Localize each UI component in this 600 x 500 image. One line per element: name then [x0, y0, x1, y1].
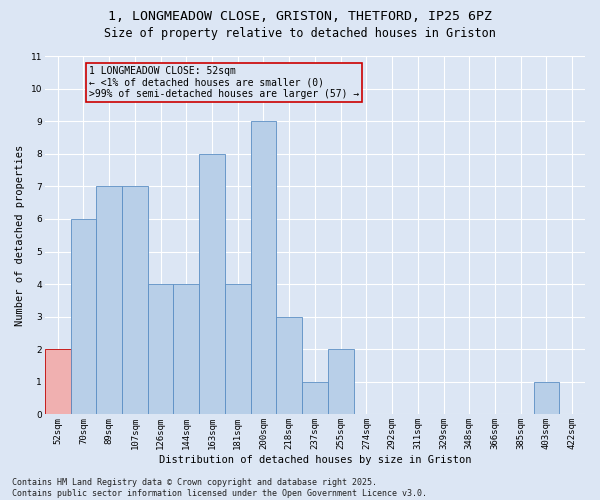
- Text: Size of property relative to detached houses in Griston: Size of property relative to detached ho…: [104, 28, 496, 40]
- Bar: [533, 382, 559, 414]
- Bar: [225, 284, 251, 414]
- Bar: [122, 186, 148, 414]
- Y-axis label: Number of detached properties: Number of detached properties: [15, 144, 25, 326]
- Bar: [277, 316, 302, 414]
- Text: 1, LONGMEADOW CLOSE, GRISTON, THETFORD, IP25 6PZ: 1, LONGMEADOW CLOSE, GRISTON, THETFORD, …: [108, 10, 492, 23]
- Bar: [251, 121, 277, 414]
- Bar: [148, 284, 173, 414]
- Bar: [328, 349, 353, 414]
- Text: 1 LONGMEADOW CLOSE: 52sqm
← <1% of detached houses are smaller (0)
>99% of semi-: 1 LONGMEADOW CLOSE: 52sqm ← <1% of detac…: [89, 66, 359, 99]
- X-axis label: Distribution of detached houses by size in Griston: Distribution of detached houses by size …: [158, 455, 471, 465]
- Bar: [96, 186, 122, 414]
- Bar: [45, 349, 71, 414]
- Text: Contains HM Land Registry data © Crown copyright and database right 2025.
Contai: Contains HM Land Registry data © Crown c…: [12, 478, 427, 498]
- Bar: [173, 284, 199, 414]
- Bar: [199, 154, 225, 414]
- Bar: [71, 219, 96, 414]
- Bar: [302, 382, 328, 414]
